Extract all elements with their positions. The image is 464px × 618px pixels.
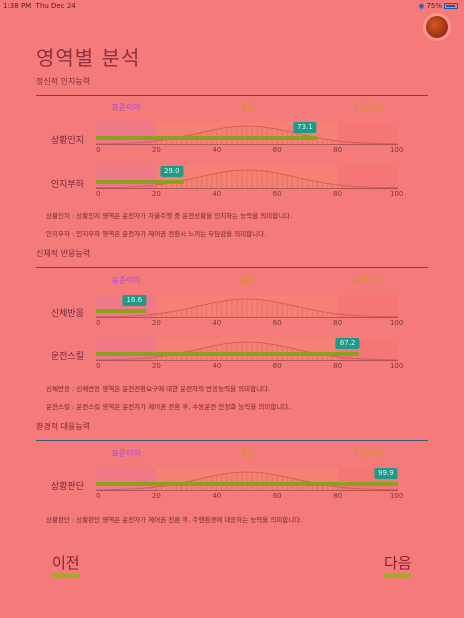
metric-description: 신체반응 : 신체반응 영역은 운전전환요구에 대한 운전자의 반응능력을 의미… — [46, 385, 271, 393]
score-track: 16.6 0 20 40 60 80 100 — [96, 295, 403, 329]
section-title: 환경적 대응능력 — [36, 422, 91, 431]
score-value-badge: 16.6 — [122, 295, 147, 306]
track-axis — [96, 490, 398, 491]
tick-label: 40 — [212, 190, 222, 198]
metric-description: 인지부하 : 인지부하 영역은 운전자가 제어권 전환시 느끼는 부담감을 의미… — [46, 230, 267, 238]
section-divider — [36, 267, 428, 268]
score-track: 29.0 0 20 40 60 80 100 — [96, 166, 403, 200]
status-battery: ◉ 75% — [418, 2, 458, 10]
scale-legend: 표준이하 표준 표준이상 — [96, 275, 398, 287]
tick-label: 40 — [212, 492, 222, 500]
section-divider — [36, 95, 428, 96]
tick-label: 80 — [333, 319, 343, 327]
scale-label-standard: 표준 — [239, 103, 255, 112]
tick-label: 0 — [96, 362, 101, 370]
score-track: 99.9 0 20 40 60 80 100 — [96, 468, 403, 502]
track-axis — [96, 144, 398, 145]
tick-label: 0 — [96, 319, 101, 327]
tick-label: 60 — [272, 492, 282, 500]
status-time: 1:38 PM Thu Dec 24 — [3, 2, 76, 10]
track-axis — [96, 317, 398, 318]
tick-label: 60 — [272, 146, 282, 154]
tick-label: 40 — [212, 319, 222, 327]
metric-description: 상황인지 : 상황인지 영역은 운전자가 자율주행 중 운전상황을 인지하는 능… — [46, 212, 293, 220]
scale-label-below: 표준이하 — [111, 449, 141, 458]
avatar[interactable] — [426, 16, 448, 38]
tick-label: 20 — [151, 319, 161, 327]
page-title: 영역별 분석 — [36, 46, 141, 70]
tick-label: 0 — [96, 190, 101, 198]
score-track: 87.2 0 20 40 60 80 100 — [96, 338, 403, 372]
tick-label: 40 — [212, 146, 222, 154]
distribution-curve — [96, 125, 398, 145]
score-bar — [96, 136, 317, 140]
metric-description: 상황판단 : 상황판단 영역은 운전자가 제어권 전환 후, 주행환경에 대응하… — [46, 516, 303, 524]
score-bar — [96, 482, 398, 486]
tick-label: 0 — [96, 492, 101, 500]
score-value-badge: 99.9 — [374, 468, 398, 479]
tick-label: 80 — [333, 492, 343, 500]
tick-label: 100 — [389, 362, 404, 370]
distribution-curve — [96, 298, 398, 318]
tick-label: 20 — [151, 362, 161, 370]
tick-label: 60 — [272, 362, 282, 370]
tick-label: 80 — [333, 146, 343, 154]
score-value-badge: 73.1 — [293, 122, 317, 133]
tick-label: 80 — [333, 190, 343, 198]
track-axis — [96, 188, 398, 189]
metric-description: 운전스킬 : 운전스킬 영역은 운전자가 제어권 전환 후, 수동운전 안정화 … — [46, 403, 291, 411]
tick-label: 80 — [333, 362, 343, 370]
distribution-curve — [96, 471, 398, 491]
tick-label: 100 — [389, 319, 404, 327]
tick-label: 100 — [389, 492, 404, 500]
tick-label: 20 — [151, 146, 161, 154]
scale-label-above: 표준이상 — [353, 449, 383, 458]
tick-label: 20 — [151, 190, 161, 198]
section-title: 신체적 반응능력 — [36, 249, 91, 258]
tick-label: 60 — [272, 319, 282, 327]
tick-label: 0 — [96, 146, 101, 154]
tick-label: 20 — [151, 492, 161, 500]
scale-legend: 표준이하 표준 표준이상 — [96, 102, 398, 114]
score-bar — [96, 180, 184, 184]
score-bar — [96, 352, 360, 356]
wifi-icon: ◉ — [418, 2, 425, 10]
section-title: 정신적 인지능력 — [36, 77, 91, 86]
tick-label: 100 — [389, 190, 404, 198]
scale-label-below: 표준이하 — [111, 103, 141, 112]
scale-label-above: 표준이상 — [353, 276, 383, 285]
score-track: 73.1 0 20 40 60 80 100 — [96, 122, 403, 156]
score-value-badge: 87.2 — [335, 338, 360, 349]
scale-label-standard: 표준 — [239, 449, 255, 458]
scale-label-above: 표준이상 — [353, 103, 383, 112]
metric-label: 인지부하 — [50, 180, 84, 190]
scale-legend: 표준이하 표준 표준이상 — [96, 448, 398, 460]
track-axis — [96, 360, 398, 361]
battery-icon — [444, 3, 458, 9]
tick-label: 60 — [272, 190, 282, 198]
metric-label: 운전스킬 — [50, 352, 84, 362]
metric-label: 상황인지 — [50, 136, 84, 146]
status-bar: 1:38 PM Thu Dec 24 ◉ 75% — [0, 0, 464, 12]
metric-label: 상황판단 — [50, 482, 84, 492]
scale-label-standard: 표준 — [239, 276, 255, 285]
scale-label-below: 표준이하 — [111, 276, 141, 285]
section-divider — [36, 440, 428, 441]
score-bar — [96, 309, 147, 313]
metric-label: 신체반응 — [50, 309, 84, 319]
tick-label: 100 — [389, 146, 404, 154]
next-button[interactable]: 다음 — [384, 552, 412, 577]
prev-button[interactable]: 이전 — [52, 552, 80, 577]
tick-label: 40 — [212, 362, 222, 370]
score-value-badge: 29.0 — [159, 166, 184, 177]
distribution-curve — [96, 169, 398, 189]
